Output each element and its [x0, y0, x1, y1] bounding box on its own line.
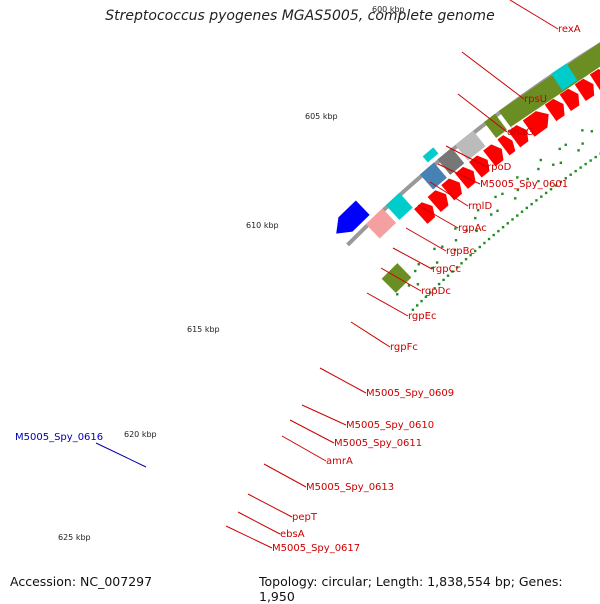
tick-label: 620 kbp [124, 430, 157, 439]
gene-leader-line [264, 464, 306, 487]
gene-label: rgpFc [390, 342, 418, 353]
gc-dot [537, 168, 539, 170]
gene-label: M5005_Spy_0610 [346, 420, 434, 431]
gene-leader-line [238, 512, 280, 534]
gene-label: M5005_Spy_0613 [306, 482, 394, 493]
tick-label: 600 kbp [372, 5, 405, 14]
gene-label: ebsA [280, 529, 305, 540]
gc-dot [581, 129, 583, 131]
gene-leader-line [406, 228, 446, 251]
cds-segment [423, 147, 439, 162]
gc-dot [535, 199, 537, 201]
cds-segment [455, 131, 485, 161]
gc-dot [574, 170, 576, 172]
gc-dot [488, 238, 490, 240]
gc-dot [433, 248, 435, 250]
cds-segment [382, 263, 412, 293]
gc-dot [507, 222, 509, 224]
gene-label: rexA [558, 24, 581, 35]
gene-leader-line [367, 293, 408, 316]
gene-leader-line [302, 405, 346, 425]
gc-dot [584, 163, 586, 165]
gene-leader-line [226, 526, 272, 548]
gc-dot [490, 213, 492, 215]
tick-label: 625 kbp [58, 533, 91, 542]
gc-dot [501, 193, 503, 195]
gc-dot [511, 218, 513, 220]
tick-label: 605 kbp [305, 112, 338, 121]
gene-label: rmlD [468, 201, 492, 212]
gc-dot [577, 149, 579, 151]
gene-label: rgpDc [421, 286, 451, 297]
gc-dot [455, 239, 457, 241]
gene-label: M5005_Spy_0617 [272, 543, 360, 554]
gene-label: amrA [326, 456, 353, 467]
gene-label: rpoD [487, 162, 512, 173]
gc-dot [418, 263, 420, 265]
tick-label: 615 kbp [187, 325, 220, 334]
gc-dot [414, 270, 416, 272]
gc-dot [545, 192, 547, 194]
gene-leader-line [351, 322, 390, 347]
gc-dot [514, 197, 516, 199]
gc-dot [417, 283, 419, 285]
gc-dot [559, 148, 561, 150]
gene-leader-line [96, 443, 146, 467]
gc-dot [465, 258, 467, 260]
gene-label-track: rexA rpsU dnaG rpoD M5005_Spy_0601 rmlD rgpAc r… [15, 0, 581, 554]
gc-dot [526, 207, 528, 209]
cds-segment [366, 208, 396, 238]
cds-segment [386, 193, 413, 220]
gc-dot [589, 159, 591, 161]
gc-dot [579, 166, 581, 168]
gc-dot [502, 226, 504, 228]
gc-dot [420, 300, 422, 302]
gc-dot [540, 195, 542, 197]
gc-dot [516, 214, 518, 216]
gene-label: rgpBc [446, 246, 475, 257]
gc-dot [454, 227, 456, 229]
gc-dot [396, 293, 398, 295]
gene-label: M5005_Spy_0611 [334, 438, 422, 449]
gene-label: rgpEc [408, 311, 436, 322]
gene-label: rgpCc [432, 264, 461, 275]
gc-dot [594, 156, 596, 158]
gene-leader-line [320, 368, 366, 393]
gc-dot [591, 130, 593, 132]
gc-dot [416, 304, 418, 306]
gc-dot [581, 142, 583, 144]
gc-dot [570, 174, 572, 176]
gene-label: dnaG [507, 127, 534, 138]
gc-dot [479, 246, 481, 248]
tick-label: 610 kbp [246, 221, 279, 230]
gene-leader-line [510, 0, 558, 29]
gene-label: rpsU [524, 94, 547, 105]
gene-leader-line [282, 436, 326, 461]
gc-dot [494, 196, 496, 198]
gc-dot [438, 283, 440, 285]
gene-label: M5005_Spy_0609 [366, 388, 454, 399]
gc-dot [496, 210, 498, 212]
gc-dot [483, 242, 485, 244]
gene-label: pepT [292, 512, 318, 523]
gc-dot [552, 164, 554, 166]
gc-dot [474, 217, 476, 219]
gc-dot [530, 203, 532, 205]
gene-leader-line [248, 494, 292, 517]
gene-label: M5005_Spy_0616 [15, 432, 103, 443]
gc-dot [560, 162, 562, 164]
gene-leader-line [290, 420, 334, 443]
gc-dot [493, 234, 495, 236]
gc-dot [521, 211, 523, 213]
gene-label: rgpAc [458, 223, 487, 234]
gc-dot [540, 159, 542, 161]
accession-label: Accession: NC_007297 [10, 574, 152, 589]
gc-dot [441, 246, 443, 248]
gc-dot [497, 230, 499, 232]
gene-label: M5005_Spy_0601 [480, 179, 568, 190]
gc-dot [565, 144, 567, 146]
gene-leader-line [462, 52, 524, 99]
gc-dot [442, 279, 444, 281]
